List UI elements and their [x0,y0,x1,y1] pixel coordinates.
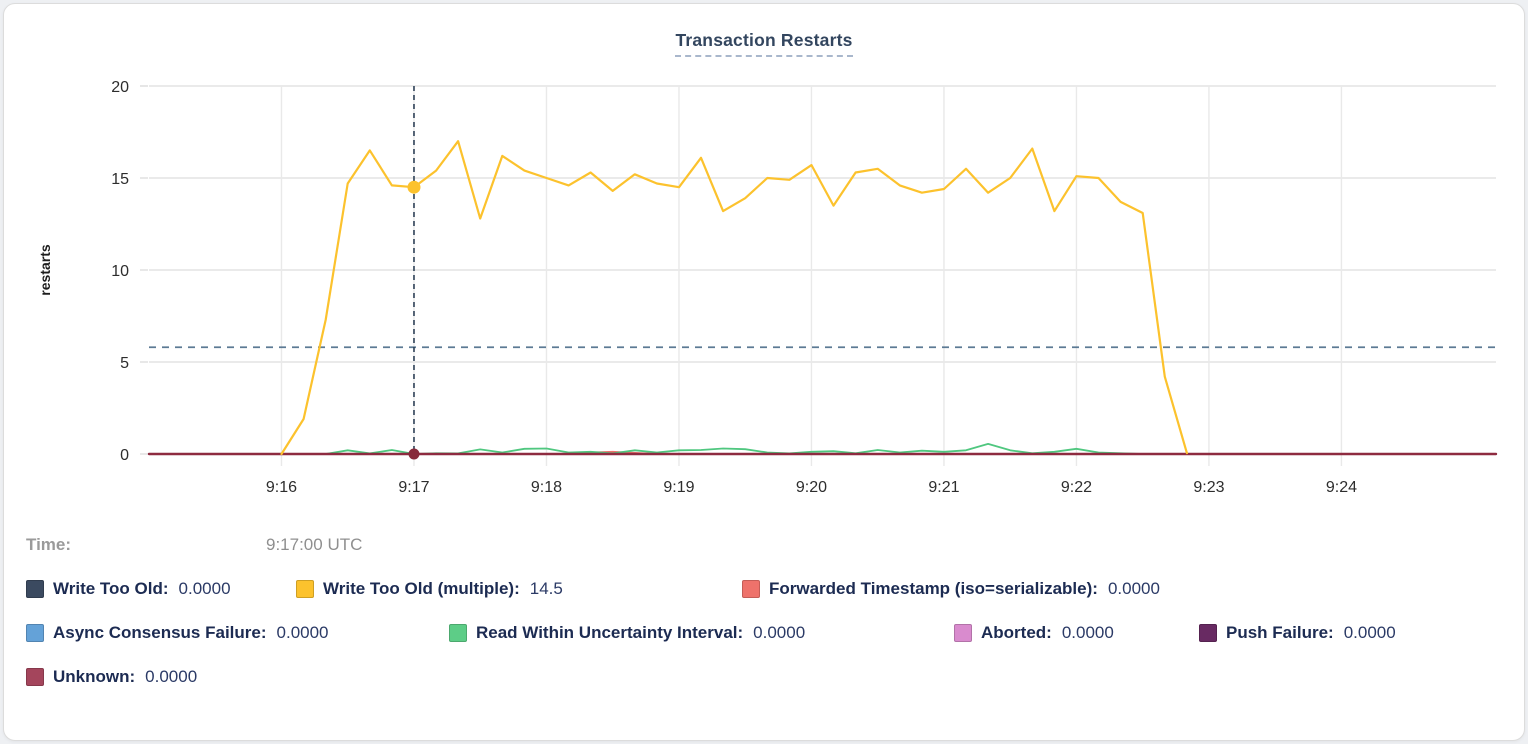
x-tick-label: 9:22 [1061,479,1092,496]
legend-item-push-failure[interactable]: Push Failure: 0.0000 [1199,623,1396,643]
legend-swatch [26,668,44,686]
x-tick-label: 9:20 [796,479,827,496]
legend-swatch [26,624,44,642]
legend-row-3: Unknown: 0.0000 [26,667,1524,687]
chart-header: Transaction Restarts [4,4,1524,64]
y-axis-label: restarts [37,244,53,296]
time-row: Time: 9:17:00 UTC [4,535,1524,555]
legend: Write Too Old: 0.0000 Write Too Old (mul… [4,579,1524,687]
crosshair-dot-unknown [408,448,420,460]
series-line-read-within-uncertainty-interval [324,442,1144,455]
legend-item-read-within-uncertainty-interval[interactable]: Read Within Uncertainty Interval: 0.0000 [449,623,954,643]
legend-value: 0.0000 [1343,623,1396,642]
x-tick-label: 9:16 [266,479,297,496]
legend-value: 0.0000 [753,623,806,642]
crosshair-dot-write-too-old-multiple [407,180,421,194]
legend-swatch [742,580,760,598]
y-tick-label: 0 [120,447,129,464]
series-line-write-too-old-multiple [280,140,1189,456]
legend-label: Write Too Old: [53,579,169,598]
time-label: Time: [26,535,72,554]
chart-card: Transaction Restarts 0 5 10 15 20 9:16 9:17 9:1… [3,3,1525,741]
legend-label: Write Too Old (multiple): [323,579,520,598]
y-tick-label: 20 [111,79,129,96]
time-value: 9:17:00 UTC [266,535,363,554]
legend-item-forwarded-timestamp[interactable]: Forwarded Timestamp (iso=serializable): … [742,579,1160,599]
legend-item-write-too-old[interactable]: Write Too Old: 0.0000 [26,579,296,599]
legend-label: Aborted: [981,623,1052,642]
legend-label: Async Consensus Failure: [53,623,267,642]
legend-label: Forwarded Timestamp (iso=serializable): [769,579,1098,598]
legend-label: Unknown: [53,667,136,686]
legend-item-write-too-old-multiple[interactable]: Write Too Old (multiple): 14.5 [296,579,742,599]
legend-value: 0.0000 [145,667,198,686]
x-tick-label: 9:18 [531,479,562,496]
legend-value: 14.5 [529,579,563,598]
x-tick-label: 9:19 [663,479,694,496]
legend-swatch [449,624,467,642]
legend-value: 0.0000 [1061,623,1114,642]
legend-item-aborted[interactable]: Aborted: 0.0000 [954,623,1199,643]
x-tick-label: 9:24 [1326,479,1357,496]
chart-title[interactable]: Transaction Restarts [675,30,853,57]
chart-svg[interactable]: 0 5 10 15 20 9:16 9:17 9:18 9:19 9:20 9:21 9:22 9:23… [4,64,1525,509]
legend-row-2: Async Consensus Failure: 0.0000 Read Wit… [26,623,1524,643]
legend-swatch [26,580,44,598]
legend-label: Read Within Uncertainty Interval: [476,623,744,642]
legend-label: Push Failure: [1226,623,1334,642]
legend-value: 0.0000 [276,623,329,642]
legend-swatch [296,580,314,598]
y-tick-label: 10 [111,263,129,280]
legend-swatch [954,624,972,642]
legend-value: 0.0000 [1107,579,1160,598]
x-tick-label: 9:23 [1193,479,1224,496]
legend-row-1: Write Too Old: 0.0000 Write Too Old (mul… [26,579,1524,599]
x-tick-label: 9:21 [928,479,959,496]
legend-swatch [1199,624,1217,642]
y-tick-label: 15 [111,171,129,188]
legend-value: 0.0000 [178,579,231,598]
legend-item-unknown[interactable]: Unknown: 0.0000 [26,667,197,687]
y-tick-label: 5 [120,355,129,372]
legend-item-async-consensus-failure[interactable]: Async Consensus Failure: 0.0000 [26,623,449,643]
x-tick-label: 9:17 [398,479,429,496]
